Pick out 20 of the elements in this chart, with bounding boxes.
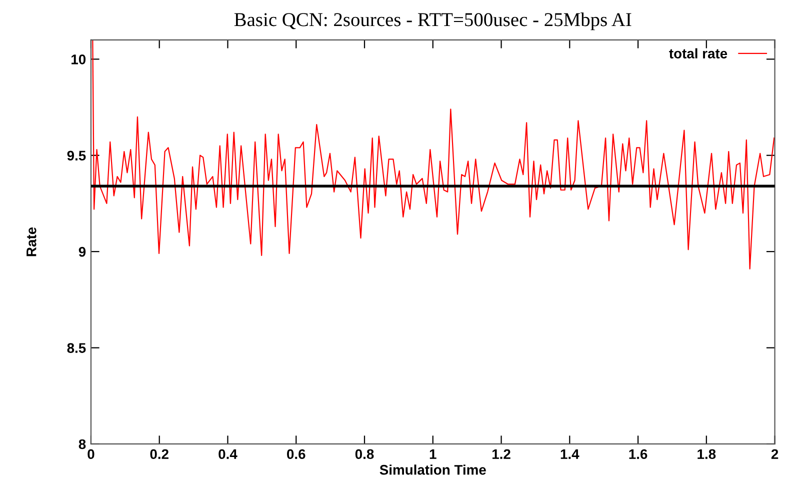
x-tick-label: 0.4: [218, 449, 238, 460]
y-axis-title: Rate: [26, 227, 36, 256]
x-tick-label: 1.8: [698, 449, 716, 460]
y-tick-label: 10: [72, 54, 86, 64]
y-tick-label: 8: [78, 439, 86, 450]
x-tick-label: 0.8: [355, 449, 374, 460]
x-tick-label: 2: [771, 449, 778, 459]
y-tick-label: 9.5: [67, 150, 86, 161]
x-tick-label: 1.6: [629, 449, 648, 460]
x-tick-label: 0.6: [287, 449, 306, 460]
text: total rate: [669, 48, 728, 58]
x-tick-label: 1: [430, 449, 436, 459]
chart-title: Basic QCN: 2sources - RTT=500usec - 25Mbps AI: [234, 12, 632, 30]
x-tick-label: 1.4: [560, 449, 580, 459]
x-tick-label: 1.2: [492, 449, 510, 459]
x-axis-title: Simulation Time: [380, 464, 486, 475]
y-tick-label: 9: [78, 246, 86, 257]
x-tick-label: 0: [88, 449, 94, 460]
x-tick-label: 0.2: [150, 449, 168, 460]
y-tick-label: 8.5: [67, 343, 86, 353]
